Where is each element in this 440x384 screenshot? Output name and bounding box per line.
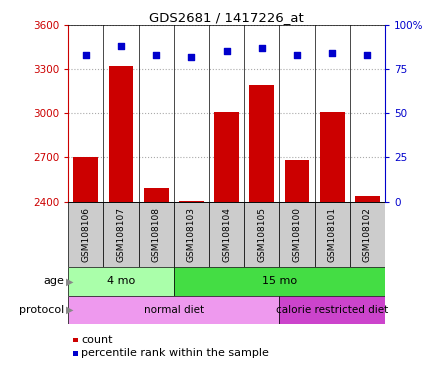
Text: ▶: ▶	[66, 276, 73, 286]
Bar	[279, 202, 315, 267]
Text: protocol: protocol	[18, 305, 64, 315]
Text: GSM108101: GSM108101	[328, 207, 337, 262]
Bar	[68, 202, 103, 267]
Text: GSM108105: GSM108105	[257, 207, 266, 262]
Text: 15 mo: 15 mo	[262, 276, 297, 286]
Bar	[279, 296, 385, 324]
Text: 4 mo: 4 mo	[107, 276, 135, 286]
Bar	[285, 161, 309, 202]
Point	[153, 52, 160, 58]
Bar	[350, 202, 385, 267]
Text: GSM108108: GSM108108	[152, 207, 161, 262]
Bar	[109, 66, 133, 202]
Point	[188, 54, 195, 60]
Text: GSM108104: GSM108104	[222, 207, 231, 262]
Bar	[214, 112, 239, 202]
Text: calorie restricted diet: calorie restricted diet	[276, 305, 389, 315]
Text: count: count	[81, 335, 113, 345]
Bar	[68, 267, 174, 296]
Text: GSM108100: GSM108100	[293, 207, 301, 262]
Bar	[103, 202, 139, 267]
Bar	[139, 202, 174, 267]
Bar	[73, 157, 98, 202]
Bar	[209, 202, 244, 267]
Bar	[315, 202, 350, 267]
Text: ▶: ▶	[66, 305, 73, 315]
Point	[223, 48, 230, 55]
Bar	[174, 202, 209, 267]
Point	[364, 52, 371, 58]
Text: GSM108107: GSM108107	[117, 207, 125, 262]
Text: age: age	[43, 276, 64, 286]
Bar	[355, 196, 380, 202]
Text: GSM108102: GSM108102	[363, 207, 372, 262]
Text: GSM108106: GSM108106	[81, 207, 90, 262]
Bar	[174, 267, 385, 296]
Text: normal diet: normal diet	[144, 305, 204, 315]
Point	[258, 45, 265, 51]
Bar	[179, 201, 204, 202]
Bar	[144, 188, 169, 202]
Bar	[68, 296, 279, 324]
Point	[82, 52, 89, 58]
Text: percentile rank within the sample: percentile rank within the sample	[81, 348, 269, 358]
Text: GSM108103: GSM108103	[187, 207, 196, 262]
Point	[117, 43, 125, 49]
Bar	[320, 112, 345, 202]
Bar	[249, 85, 274, 202]
Point	[293, 52, 301, 58]
Bar	[244, 202, 279, 267]
Point	[329, 50, 336, 56]
Title: GDS2681 / 1417226_at: GDS2681 / 1417226_at	[149, 11, 304, 24]
